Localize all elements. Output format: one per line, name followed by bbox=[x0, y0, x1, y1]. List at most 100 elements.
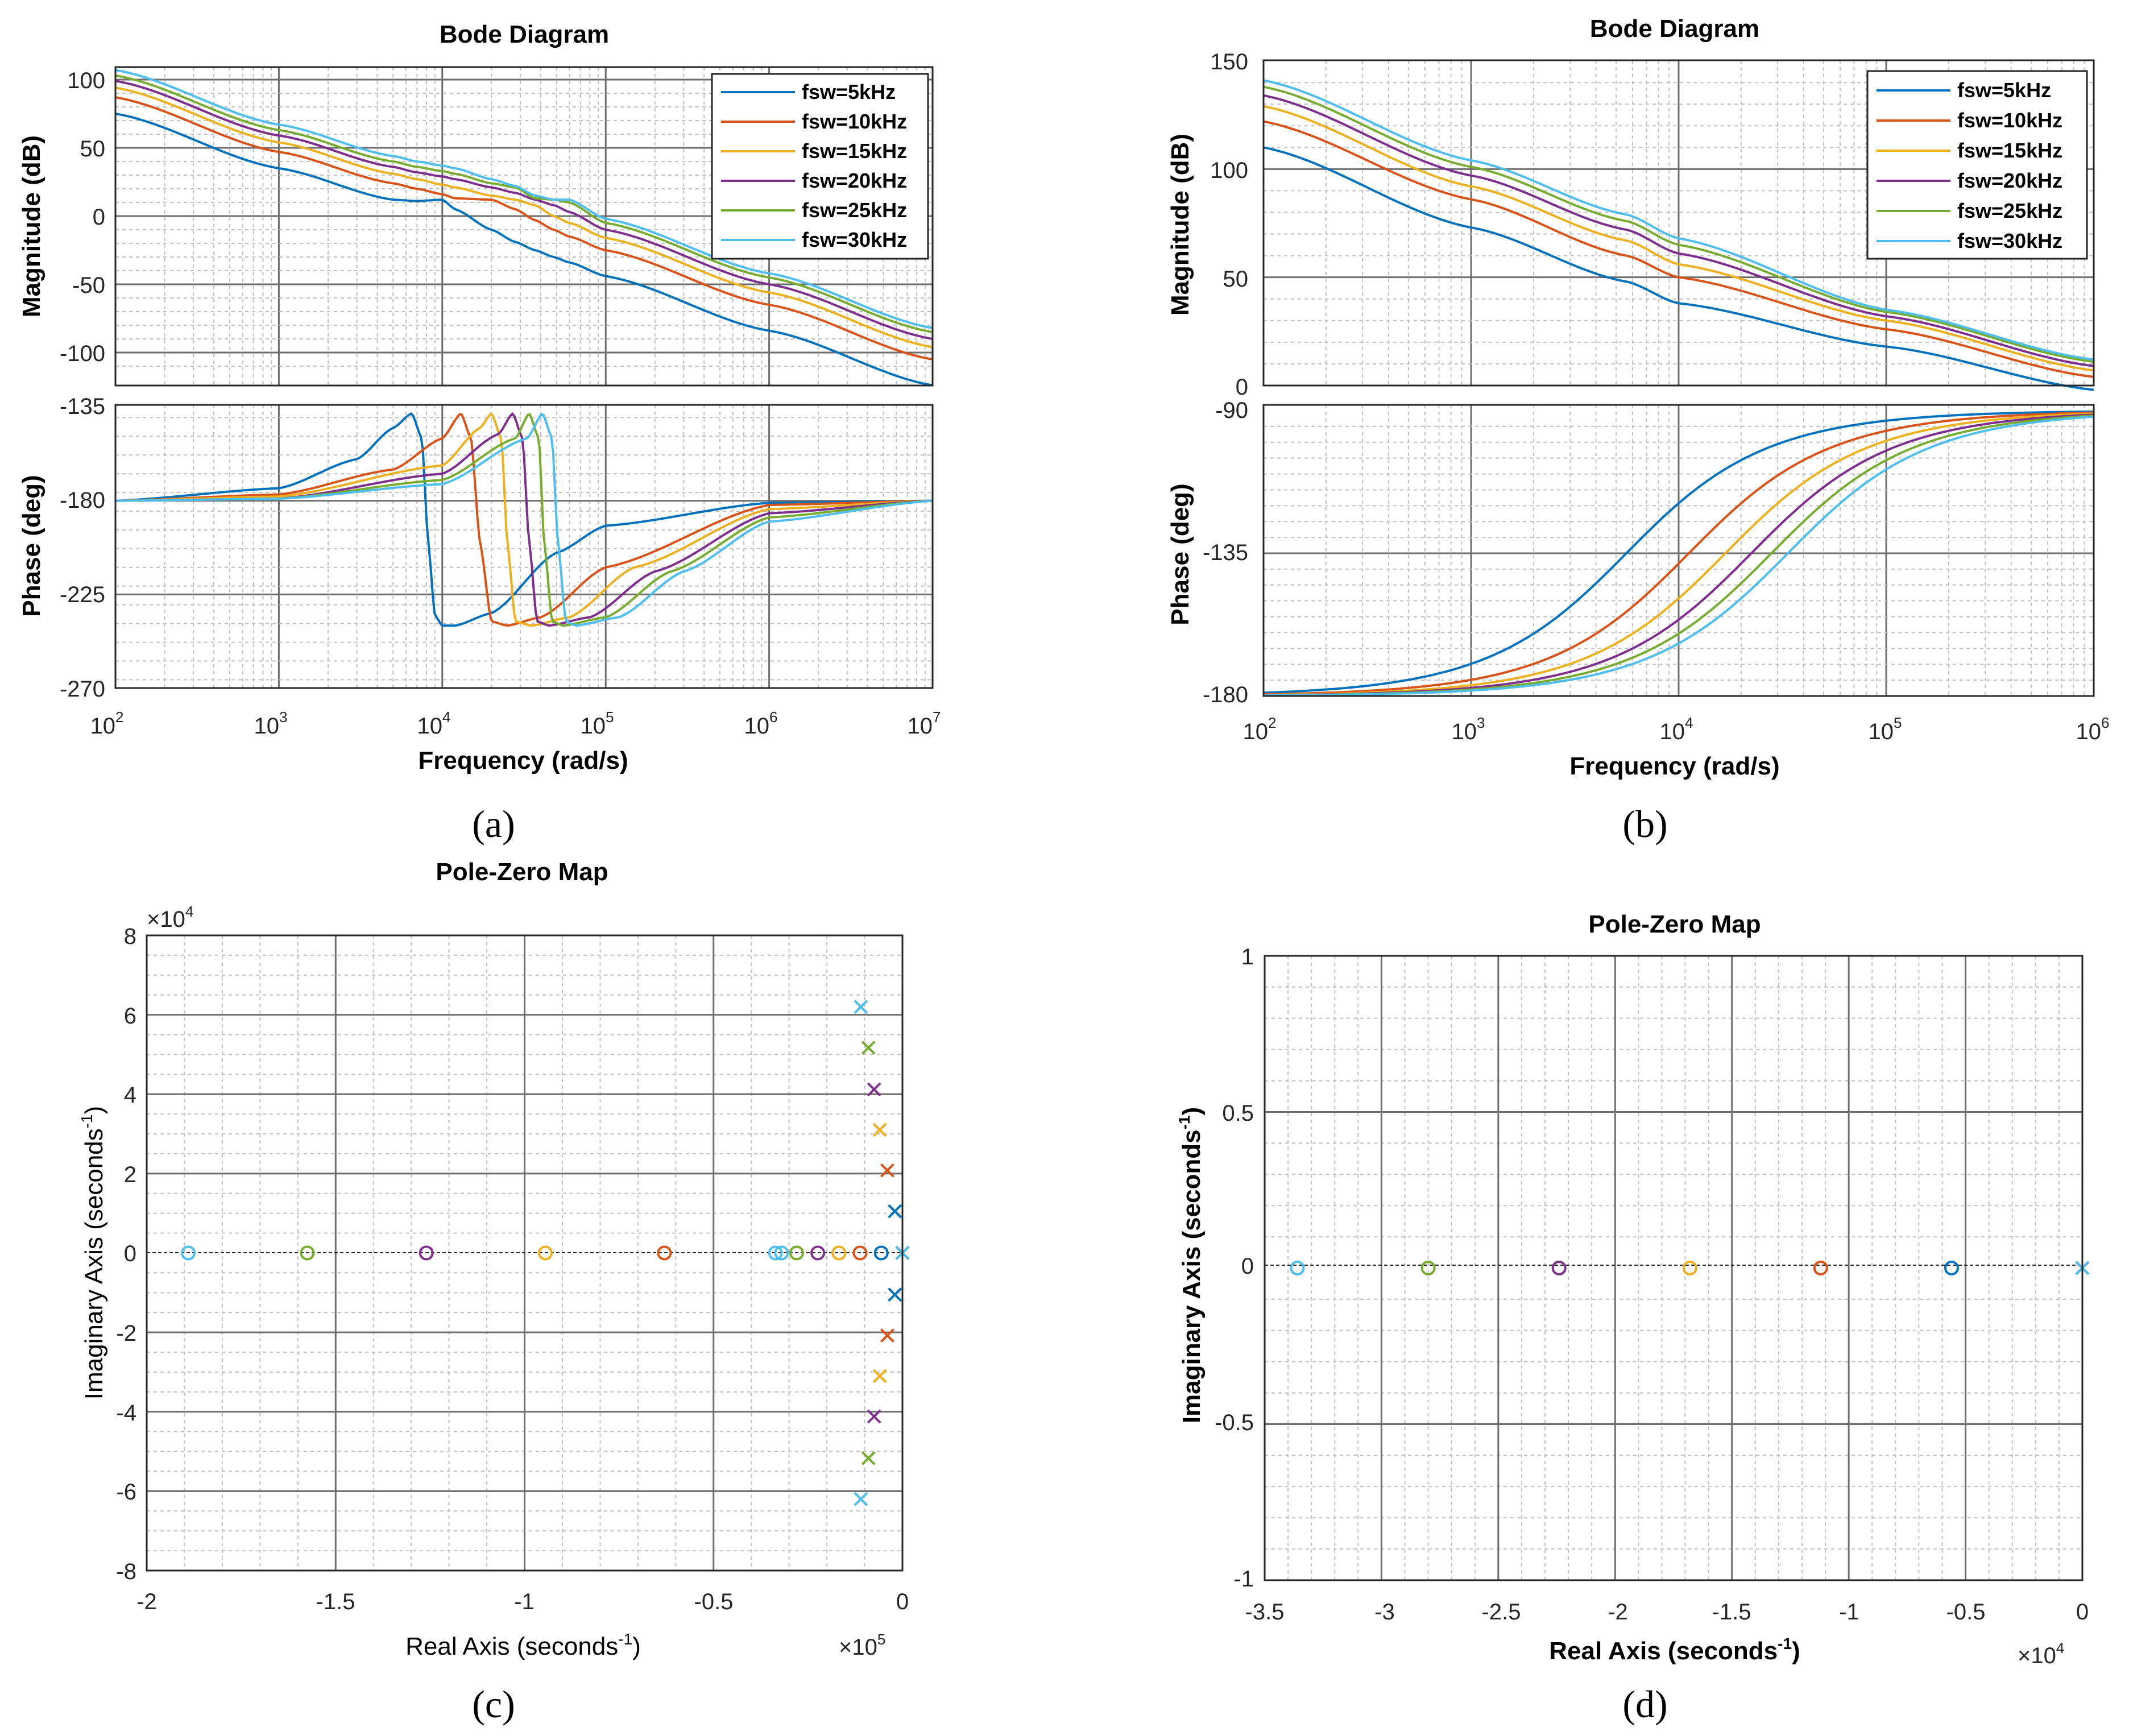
b-mag-line-series-30khz bbox=[1263, 79, 2094, 361]
zero-marker-series-25khz bbox=[1420, 1261, 1436, 1275]
b-xtick: 102 bbox=[1243, 714, 1277, 744]
panel-d-ylabel: Imaginary Axis (seconds-1) bbox=[1175, 1107, 1206, 1423]
panel-c-grid bbox=[147, 935, 902, 1571]
panel-a-title: Bode Diagram bbox=[440, 20, 609, 48]
pole-marker-series-30khz bbox=[854, 1491, 868, 1506]
panel-c-caption: (c) bbox=[472, 1683, 515, 1726]
zero-marker-series-25khz bbox=[789, 1245, 804, 1261]
a-mag-tick: 100 bbox=[67, 68, 105, 93]
b-phase-tick: -135 bbox=[1203, 540, 1248, 565]
a-phase-line-series-15khz bbox=[115, 412, 933, 627]
c-ytick: 2 bbox=[124, 1162, 136, 1187]
a-xtick: 107 bbox=[908, 709, 941, 739]
d-xtick: 0 bbox=[2076, 1600, 2089, 1625]
a-phase-tick: -225 bbox=[60, 582, 105, 607]
panel-a-caption: (a) bbox=[472, 802, 515, 846]
pole-marker-series-5khz bbox=[888, 1287, 902, 1302]
zero-marker-series-25khz bbox=[300, 1245, 315, 1261]
zero-marker-series-30khz bbox=[1290, 1261, 1305, 1275]
b-mag-line-series-5khz bbox=[1263, 146, 2094, 391]
zero-marker-series-10khz bbox=[1813, 1261, 1828, 1275]
d-xtick: -3.5 bbox=[1245, 1600, 1285, 1625]
pole-marker-series-25khz bbox=[861, 1041, 876, 1055]
zero-marker-series-15khz bbox=[831, 1245, 847, 1261]
c-xtick: -1 bbox=[514, 1589, 535, 1614]
pole-marker-series-30khz bbox=[854, 1000, 868, 1014]
b-phase-line-series-10khz bbox=[1263, 411, 2094, 696]
panel-b-xlabel: Frequency (rad/s) bbox=[1569, 752, 1779, 780]
c-ytick: 6 bbox=[124, 1004, 136, 1029]
zero-marker-series-15khz bbox=[1682, 1261, 1697, 1275]
a-xtick: 102 bbox=[90, 709, 124, 739]
panel-c-ylabel: Imaginary Axis (seconds-1) bbox=[78, 1106, 108, 1399]
a-xtick: 106 bbox=[744, 709, 778, 739]
d-xtick: -0.5 bbox=[1946, 1600, 1986, 1625]
panel-b-phase-ylabel: Phase (deg) bbox=[1166, 483, 1194, 625]
panel-b-legend: fsw=5kHz fsw=10kHz fsw=15kHz fsw=20kHz f… bbox=[1866, 70, 2088, 260]
panel-a-magnitude-frame bbox=[114, 66, 934, 387]
d-ytick: -1 bbox=[1233, 1567, 1254, 1592]
a-phase-line-series-5khz bbox=[115, 412, 933, 627]
panel-a-magnitude-lines bbox=[115, 69, 933, 387]
panel-b-phase-grid bbox=[1264, 405, 2094, 696]
panel-b-phase-frame bbox=[1262, 404, 2095, 697]
zero-marker-series-20khz bbox=[419, 1245, 434, 1261]
a-phase-line-series-10khz bbox=[115, 413, 933, 627]
a-xtick: 105 bbox=[581, 709, 614, 739]
pole-marker-series-15khz bbox=[872, 1122, 887, 1137]
legend-label-20khz: fsw=20kHz bbox=[1957, 169, 2062, 192]
a-phase-tick: -180 bbox=[60, 488, 105, 513]
a-mag-line-series-5khz bbox=[115, 113, 933, 387]
a-phase-tick: -135 bbox=[60, 394, 105, 419]
b-mag-tick: 0 bbox=[1236, 375, 1248, 400]
legend-label-30khz: fsw=30kHz bbox=[1957, 229, 2062, 252]
b-mag-line-series-25khz bbox=[1263, 85, 2094, 363]
panel-b-mag-ylabel: Magnitude (dB) bbox=[1166, 134, 1194, 316]
panel-b-caption: (b) bbox=[1622, 802, 1667, 846]
d-x-multiplier: ×104 bbox=[2018, 1639, 2064, 1668]
c-ytick: 4 bbox=[124, 1083, 136, 1108]
legend-label-5khz: fsw=5kHz bbox=[802, 80, 896, 103]
panel-a-phase-grid bbox=[115, 405, 933, 688]
pole-marker-series-20khz bbox=[867, 1082, 881, 1097]
d-xtick: -1.5 bbox=[1712, 1600, 1751, 1625]
pole-marker-series-20khz bbox=[867, 1409, 881, 1424]
b-xtick: 106 bbox=[2076, 714, 2110, 744]
panel-d-caption: (d) bbox=[1622, 1683, 1667, 1726]
legend-label-25khz: fsw=25kHz bbox=[802, 198, 907, 222]
b-phase-tick: -90 bbox=[1215, 398, 1248, 423]
a-phase-line-series-30khz bbox=[115, 413, 933, 627]
panel-c-xlabel: Real Axis (seconds-1) bbox=[405, 1630, 641, 1660]
panel-a-xlabel: Frequency (rad/s) bbox=[418, 747, 628, 774]
c-ytick: -2 bbox=[116, 1321, 136, 1346]
zero-marker-series-30khz bbox=[768, 1245, 783, 1261]
legend-label-15khz: fsw=15kHz bbox=[1957, 139, 2062, 162]
b-phase-tick: -180 bbox=[1203, 682, 1248, 707]
zero-marker-series-20khz bbox=[1551, 1261, 1567, 1275]
d-xtick: -1 bbox=[1839, 1600, 1859, 1625]
legend-label-15khz: fsw=15kHz bbox=[802, 139, 907, 163]
panel-d: Pole-Zero Map 1 0.5 0 -0.5 -1 -3.5 -3 -2… bbox=[1175, 910, 2090, 1726]
b-xtick: 104 bbox=[1660, 714, 1693, 744]
b-mag-tick: 100 bbox=[1210, 158, 1248, 183]
d-ytick: -0.5 bbox=[1215, 1410, 1254, 1435]
a-mag-line-series-30khz bbox=[115, 69, 933, 329]
panel-a-legend: fsw=5kHz fsw=10kHz fsw=15kHz fsw=20kHz f… bbox=[711, 73, 929, 260]
d-xtick: -2.5 bbox=[1482, 1600, 1521, 1625]
zero-marker-series-30khz bbox=[181, 1245, 196, 1261]
a-mag-tick: -100 bbox=[60, 341, 105, 366]
panel-a: Bode Diagram 100 50 0 -50 -100 -135 -180… bbox=[18, 20, 941, 846]
b-phase-line-series-5khz bbox=[1263, 410, 2094, 694]
c-y-multiplier: ×104 bbox=[147, 903, 193, 932]
a-mag-tick: 0 bbox=[93, 205, 105, 230]
legend-label-25khz: fsw=25kHz bbox=[1957, 199, 2062, 222]
panel-a-phase-ylabel: Phase (deg) bbox=[18, 475, 45, 616]
panel-d-xlabel: Real Axis (seconds-1) bbox=[1549, 1635, 1800, 1665]
a-mag-line-series-25khz bbox=[115, 74, 933, 333]
b-mag-tick: 50 bbox=[1223, 267, 1249, 292]
b-xtick: 105 bbox=[1869, 714, 1902, 744]
c-ytick: 8 bbox=[124, 924, 136, 949]
a-phase-tick: -270 bbox=[60, 677, 105, 702]
b-mag-line-series-15khz bbox=[1263, 105, 2094, 372]
